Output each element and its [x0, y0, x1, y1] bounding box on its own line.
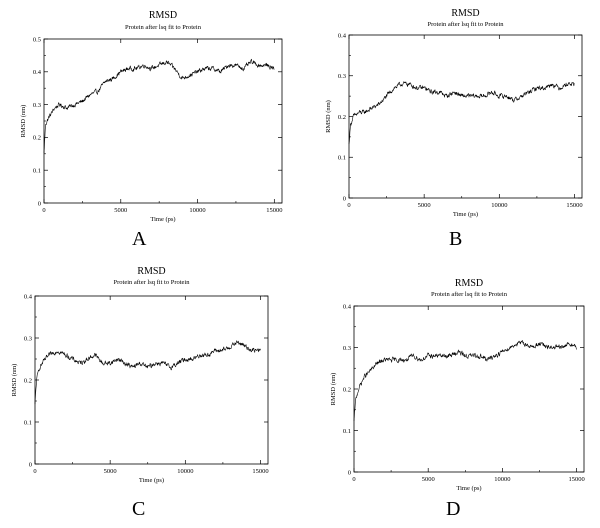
- x-tick-label: 5000: [422, 476, 435, 483]
- chart-panel-c: RMSD Protein after lsq fit to Protein 0 500…: [0, 264, 300, 528]
- y-tick-label: 0.2: [338, 114, 346, 121]
- y-axis-label: RMSD (nm): [330, 373, 337, 406]
- y-tick-label: 0.3: [343, 345, 351, 352]
- y-tick-label: 0: [343, 195, 346, 202]
- plot-frame: [348, 34, 583, 199]
- series-line: [34, 340, 261, 405]
- chart-subtitle: Protein after lsq fit to Protein: [113, 279, 190, 286]
- y-tick-label: 0.3: [33, 102, 41, 109]
- y-axis-label: RMSD (nm): [20, 105, 27, 138]
- chart-title: RMSD: [149, 10, 177, 21]
- x-axis-label: Time (ps): [453, 211, 478, 218]
- x-axis-label: Time (ps): [139, 477, 164, 484]
- x-axis-label: Time (ps): [150, 216, 175, 223]
- series-line: [353, 340, 577, 422]
- x-tick-label: 5000: [114, 207, 127, 214]
- chart-b: RMSD Protein after lsq fit to Protein 0 500…: [325, 8, 583, 218]
- x-tick-label: 0: [352, 476, 355, 483]
- x-axis-label: Time (ps): [456, 485, 481, 492]
- x-tick-label: 15000: [252, 468, 268, 475]
- y-tick-label: 0.1: [343, 428, 351, 435]
- x-tick-label: 10000: [491, 202, 507, 209]
- y-axis-label: RMSD (nm): [325, 100, 332, 133]
- chart-subtitle: Protein after lsq fit to Protein: [431, 291, 508, 298]
- chart-d: RMSD Protein after lsq fit to Protein 0 500…: [330, 278, 585, 492]
- y-tick-label: 0.4: [343, 303, 352, 310]
- x-tick-label: 0: [42, 207, 45, 214]
- x-tick-label: 0: [33, 468, 36, 475]
- x-tick-label: 15000: [568, 476, 584, 483]
- panel-letter: D: [446, 498, 461, 520]
- y-tick-label: 0: [348, 469, 351, 476]
- y-tick-label: 0.1: [33, 168, 41, 175]
- x-tick-label: 10000: [189, 207, 205, 214]
- chart-subtitle: Protein after lsq fit to Protein: [125, 24, 202, 31]
- y-tick-label: 0: [29, 461, 32, 468]
- y-tick-label: 0.3: [24, 335, 32, 342]
- chart-a: RMSD Protein after lsq fit to Protein 0 500…: [20, 10, 282, 223]
- y-tick-label: 0.4: [338, 32, 347, 39]
- panel-letter: C: [132, 498, 146, 520]
- chart-title: RMSD: [455, 278, 483, 289]
- y-tick-label: 0.2: [24, 377, 32, 384]
- x-tick-label: 15000: [566, 202, 582, 209]
- chart-title: RMSD: [451, 8, 479, 19]
- x-tick-label: 15000: [266, 207, 282, 214]
- x-tick-label: 10000: [177, 468, 193, 475]
- y-tick-label: 0: [38, 200, 41, 207]
- chart-panel-b: RMSD Protein after lsq fit to Protein 0 500…: [300, 0, 600, 264]
- x-tick-label: 0: [347, 202, 350, 209]
- y-tick-label: 0.3: [338, 73, 346, 80]
- y-tick-label: 0.2: [343, 386, 351, 393]
- series-line: [348, 81, 575, 145]
- chart-c: RMSD Protein after lsq fit to Protein 0 500…: [11, 266, 269, 484]
- panel-letter: A: [132, 228, 147, 250]
- chart-title: RMSD: [137, 266, 165, 277]
- x-tick-label: 5000: [104, 468, 117, 475]
- chart-subtitle: Protein after lsq fit to Protein: [427, 21, 504, 28]
- y-tick-label: 0.5: [33, 36, 41, 43]
- panel-letter: B: [449, 228, 463, 250]
- x-tick-label: 10000: [494, 476, 510, 483]
- series-line: [43, 58, 275, 154]
- y-tick-label: 0.1: [338, 155, 346, 162]
- chart-panel-d: RMSD Protein after lsq fit to Protein 0 500…: [300, 264, 600, 528]
- plot-frame: [353, 305, 585, 473]
- y-tick-label: 0.2: [33, 135, 41, 142]
- y-tick-label: 0.4: [24, 293, 33, 300]
- chart-panel-a: RMSD Protein after lsq fit to Protein 0 500…: [0, 0, 300, 264]
- plot-frame: [34, 295, 269, 465]
- y-tick-label: 0.1: [24, 419, 32, 426]
- y-tick-label: 0.4: [33, 69, 42, 76]
- y-axis-label: RMSD (nm): [11, 364, 18, 397]
- x-tick-label: 5000: [418, 202, 431, 209]
